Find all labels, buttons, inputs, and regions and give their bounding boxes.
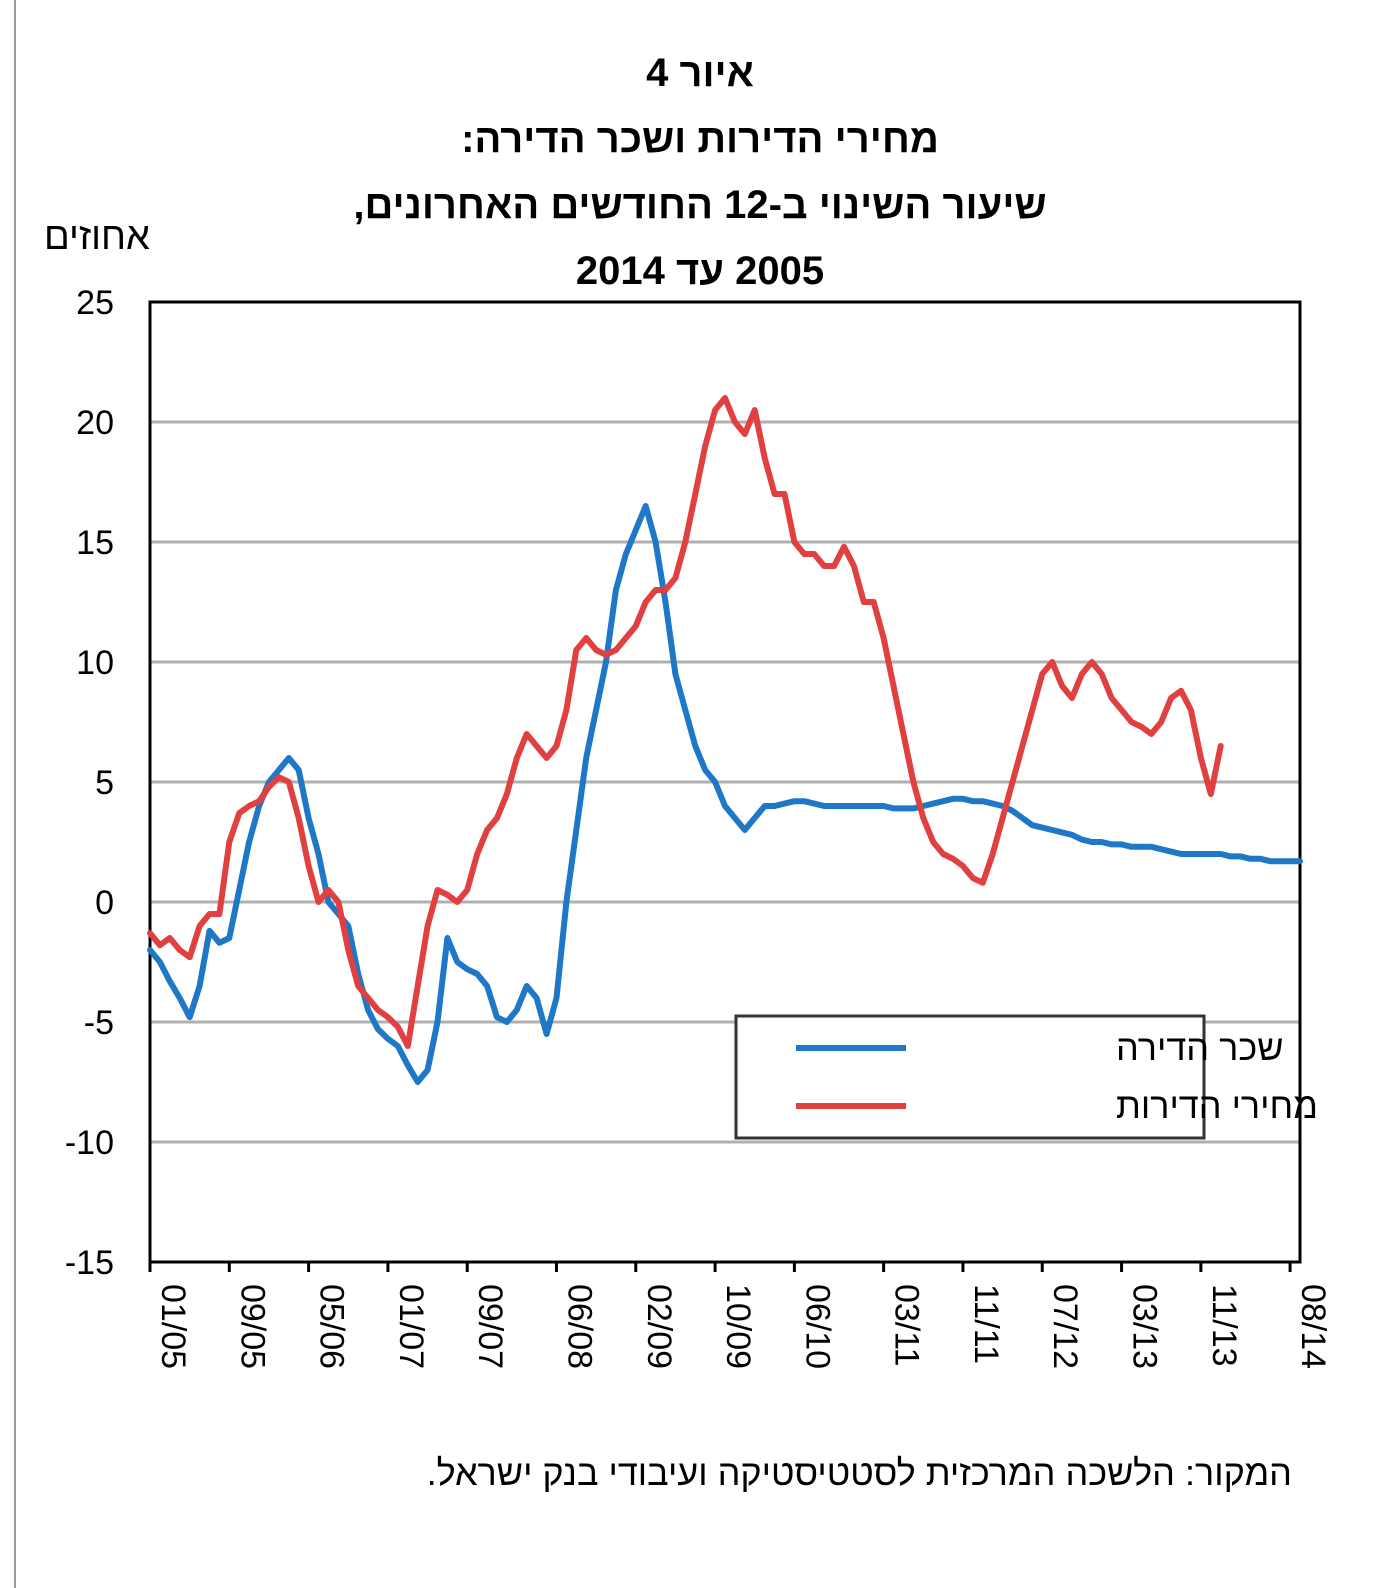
- source-note: המקור: הלשכה המרכזית לסטטיסטיקה ועיבודי …: [426, 1452, 1292, 1493]
- x-tick-label: 08/14: [1294, 1284, 1332, 1369]
- y-tick-label: 5: [95, 764, 114, 802]
- x-tick-label: 06/10: [798, 1284, 836, 1369]
- legend-label: מחירי הדירות: [1116, 1085, 1318, 1126]
- series-line-prices: [147, 395, 1224, 1049]
- x-tick-label: 03/11: [888, 1284, 926, 1367]
- y-axis-unit-label: אחוזים: [44, 216, 150, 258]
- x-tick-label: 07/12: [1046, 1284, 1084, 1369]
- x-tick-label: 09/07: [471, 1284, 509, 1369]
- y-tick-label: 25: [76, 284, 114, 322]
- y-tick-label: 20: [76, 404, 114, 442]
- legend-box: [734, 1014, 1206, 1140]
- y-tick-label: 10: [76, 644, 114, 682]
- legend-label: שכר הדירה: [1116, 1027, 1284, 1068]
- x-tick-label: 10/09: [719, 1284, 757, 1369]
- chart-period: 2005 עד 2014: [575, 249, 825, 293]
- y-tick-label: -5: [84, 1004, 114, 1042]
- chart-title-block: איור 4 מחירי הדירות ושכר הדירה: שיעור הש…: [0, 40, 1400, 304]
- x-tick-label: 11/11: [967, 1284, 1005, 1364]
- x-tick-label: 02/09: [640, 1284, 678, 1369]
- x-tick-label: 05/06: [313, 1284, 351, 1369]
- x-tick-label: 01/05: [154, 1284, 192, 1369]
- plot-frame: [148, 300, 1302, 1264]
- chart-subtitle: שיעור השינוי ב-12 החודשים האחרונים,: [353, 183, 1047, 227]
- x-tick-label: 03/13: [1126, 1284, 1164, 1369]
- y-tick-label: -10: [65, 1124, 114, 1162]
- line-chart: 25 20 15 10 5 0 -5 -10 -15 01/05 09/05 05/06 01/07 09…: [65, 284, 1332, 1369]
- x-tick-label: 06/08: [560, 1284, 598, 1369]
- frame-border: [14, 0, 16, 1588]
- y-tick-label: 15: [76, 524, 114, 562]
- x-tick-label: 09/05: [233, 1284, 271, 1369]
- y-tick-label: -15: [65, 1244, 114, 1282]
- chart-title: מחירי הדירות ושכר הדירה:: [461, 117, 939, 161]
- x-tick-label: 01/07: [392, 1284, 430, 1369]
- figure-number: איור 4: [646, 51, 754, 95]
- x-tick-label: 11/13: [1205, 1284, 1243, 1367]
- y-tick-label: 0: [95, 884, 114, 922]
